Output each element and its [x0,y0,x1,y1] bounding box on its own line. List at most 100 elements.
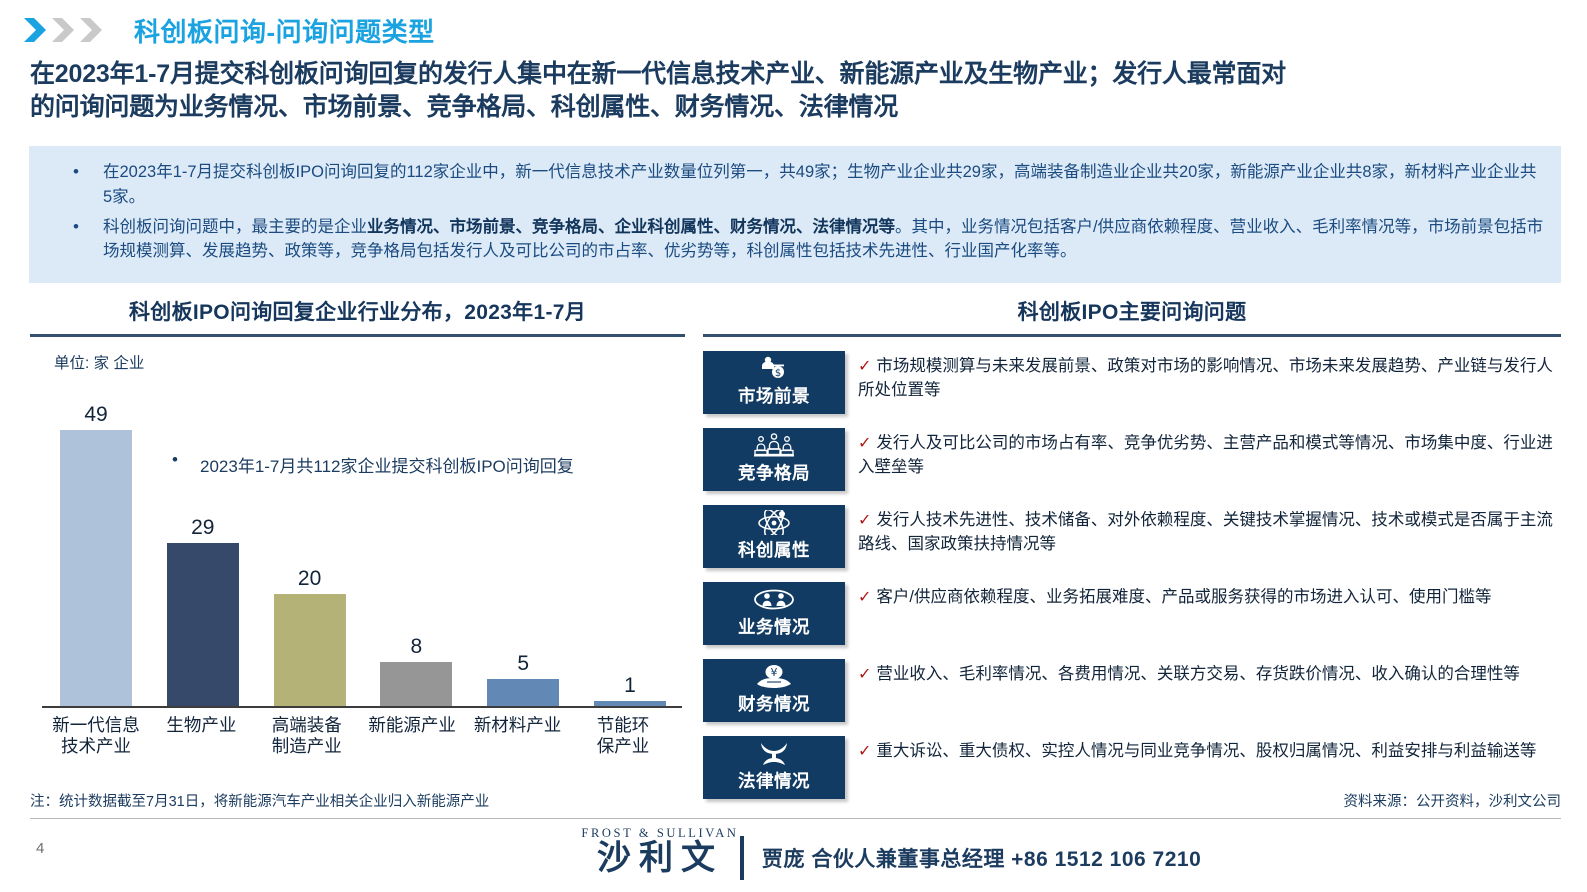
chart-bar[interactable] [487,678,560,707]
chevron-group [22,16,104,44]
question-category-badge[interactable]: $ 市场前景 [703,351,845,414]
podium-people-icon [752,433,796,458]
question-row: $ 市场前景 ✓ 市场规模测算与未来发展前景、政策对市场的影响情况、市场未来发展趋势、… [703,351,1561,414]
question-category-label: 法律情况 [738,771,810,791]
bullet-text: 科创板问询问题中，最主要的是企业 [103,217,367,236]
chart-bar[interactable] [60,429,132,707]
question-row: 竞争格局 ✓ 发行人及可比公司的市场占有率、竞争优劣势、主营产品和模式等情况、市场集… [703,428,1561,491]
summary-bullet: 在2023年1-7月提交科创板IPO问询回复的112家企业中，新一代信息技术产业… [45,159,1545,210]
svg-text:¥: ¥ [771,666,778,679]
chart-bar[interactable] [273,593,346,707]
chart-bar-value-label: 49 [84,402,108,426]
question-description-text: 重大诉讼、重大债权、实控人情况与同业竞争情况、股权归属情况、利益安排与利益输送等 [876,742,1537,760]
atom-icon [754,510,794,535]
chart-bar-value-label: 1 [624,674,636,697]
question-description-text: 发行人技术先进性、技术储备、对外依赖程度、关键技术掌握情况、技术或模式是否属于主… [858,511,1553,553]
chart-bar[interactable] [593,701,666,707]
chart-bar-column: 1 [588,377,672,707]
chart-x-axis [42,706,682,708]
question-list: $ 市场前景 ✓ 市场规模测算与未来发展前景、政策对市场的影响情况、市场未来发展趋势、… [703,351,1561,799]
check-icon: ✓ [858,666,872,683]
footer-divider [30,818,1561,819]
chart-bar-column: 5 [481,377,565,707]
chart-category-label: 节能环 保产业 [574,715,672,758]
question-description-text: 营业收入、毛利率情况、各费用情况、关联方交易、存货跌价情况、收入确认的合理性等 [876,665,1520,683]
chart-category-label-line: 制造产业 [271,736,342,757]
question-description-text: 市场规模测算与未来发展前景、政策对市场的影响情况、市场未来发展趋势、产业链与发行… [858,357,1553,399]
questions-panel: 科创板IPO主要问询问题 $ 市场前景 ✓ 市场规模测算与未来发展前景、政策对市场的影… [703,296,1561,799]
question-category-label: 竞争格局 [738,463,810,483]
chart-annotation: 2023年1-7月共112家企业提交科创板IPO问询回复 [172,450,574,477]
svg-text:$: $ [775,368,781,379]
chevron-right-icon [52,18,74,42]
chart-bar-value-label: 29 [191,515,215,539]
bar-chart: 2023年1-7月共112家企业提交科创板IPO问询回复 49 29 20 8 5 1 新… [30,377,685,756]
question-description-text: 客户/供应商依赖程度、业务拓展难度、产品或服务获得的市场进入认可、使用门槛等 [876,588,1492,606]
question-category-label: 科创属性 [738,540,810,560]
chart-category-label-line: 生物产业 [166,715,237,735]
chart-unit-label: 单位: 家 企业 [54,355,145,372]
logo-english-text: FROST & SULLIVAN [581,826,739,840]
chart-category-label-line: 新材料产业 [473,715,562,735]
chart-bar-column: 49 [54,377,138,707]
chart-category-label: 生物产业 [152,715,250,736]
chevron-right-icon [80,18,102,42]
chart-bar-column: 8 [374,377,458,707]
company-logo: FROST & SULLIVAN 沙利文 [560,826,760,877]
question-row: 业务情况 ✓ 客户/供应商依赖程度、业务拓展难度、产品或服务获得的市场进入认可、使用… [703,582,1561,645]
two-people-icon [753,587,795,612]
check-icon: ✓ [858,743,872,760]
question-description: ✓ 客户/供应商依赖程度、业务拓展难度、产品或服务获得的市场进入认可、使用门槛等 [845,582,1561,610]
check-icon: ✓ [858,589,872,606]
summary-callout: 在2023年1-7月提交科创板IPO问询回复的112家企业中，新一代信息技术产业… [29,146,1561,283]
chart-category-label-line: 新能源产业 [368,715,456,735]
footer-vertical-bar [740,836,744,880]
chevron-right-icon [24,18,46,42]
question-description: ✓ 发行人技术先进性、技术储备、对外依赖程度、关键技术掌握情况、技术或模式是否属于… [845,505,1561,556]
page-title-line-1: 在2023年1-7月提交科创板问询回复的发行人集中在新一代信息技术产业、新能源产… [30,60,1286,88]
question-category-badge[interactable]: 法律情况 [703,736,845,799]
summary-bullet: 科创板问询问题中，最主要的是企业业务情况、市场前景、竞争格局、企业科创属性、财务… [45,214,1545,265]
chart-bar[interactable] [380,661,453,707]
bullet-emphasis: 业务情况、市场前景、竞争格局、企业科创属性、财务情况、法律情况等 [367,217,895,236]
question-description: ✓ 市场规模测算与未来发展前景、政策对市场的影响情况、市场未来发展趋势、产业链与发… [845,351,1561,402]
questions-panel-title: 科创板IPO主要问询问题 [1017,301,1247,324]
panel-divider [30,334,685,337]
question-row: ¥ 财务情况 ✓ 营业收入、毛利率情况、各费用情况、关联方交易、存货跌价情况、收入确认… [703,659,1561,722]
chart-category-label-line: 高端装备 [271,715,342,735]
chart-category-label: 新材料产业 [469,715,567,736]
question-category-badge[interactable]: 业务情况 [703,582,845,645]
slide-header: 科创板问询-问询问题类型 [0,8,1587,52]
question-category-badge[interactable]: ¥ 财务情况 [703,659,845,722]
chart-panel: 科创板IPO问询回复企业行业分布，2023年1-7月 单位: 家 企业 2023… [30,296,685,756]
question-row: 科创属性 ✓ 发行人技术先进性、技术储备、对外依赖程度、关键技术掌握情况、技术或模式… [703,505,1561,568]
chart-bar-value-label: 20 [297,566,322,590]
question-category-badge[interactable]: 竞争格局 [703,428,845,491]
chart-category-label-line: 新一代信息 [52,715,140,735]
chart-category-label: 新一代信息 技术产业 [47,715,145,758]
hand-yuan-icon: ¥ [754,664,794,689]
header-title: 科创板问询-问询问题类型 [134,16,435,47]
question-category-badge[interactable]: 科创属性 [703,505,845,568]
check-icon: ✓ [858,512,872,529]
question-category-label: 市场前景 [738,386,810,406]
chart-category-label-line: 技术产业 [61,736,131,757]
chart-bar-value-label: 5 [517,651,530,675]
source-note: 资料来源：公开资料，沙利文公司 [1343,794,1562,810]
question-description: ✓ 营业收入、毛利率情况、各费用情况、关联方交易、存货跌价情况、收入确认的合理性等 [845,659,1561,687]
chart-footnote: 注：统计数据截至7月31日，将新能源汽车产业相关企业归入新能源产业 [30,794,490,810]
chart-category-label-line: 保产业 [596,736,650,757]
contact-info: 贾庞 合伙人兼董事总经理 +86 1512 106 7210 [762,848,1202,871]
question-category-label: 财务情况 [738,694,810,714]
chart-x-tick-labels: 新一代信息 技术产业 生物产业 高端装备 制造产业 新能源产业 新材料产业 节能环 保产业 [52,709,672,771]
question-description: ✓ 发行人及可比公司的市场占有率、竞争优劣势、主营产品和模式等情况、市场集中度、行… [845,428,1561,479]
page-title: 在2023年1-7月提交科创板问询回复的发行人集中在新一代信息技术产业、新能源产… [30,58,1560,124]
chart-bar[interactable] [166,542,239,707]
chart-category-label: 高端装备 制造产业 [258,715,356,758]
gavel-scale-icon [756,741,792,766]
bullet-text: 在2023年1-7月提交科创板IPO问询回复的112家企业中，新一代信息技术产业… [103,163,1537,206]
person-money-icon: $ [757,356,791,381]
chart-bar-column: 20 [268,377,352,707]
summary-bullet-list: 在2023年1-7月提交科创板IPO问询回复的112家企业中，新一代信息技术产业… [45,159,1545,265]
